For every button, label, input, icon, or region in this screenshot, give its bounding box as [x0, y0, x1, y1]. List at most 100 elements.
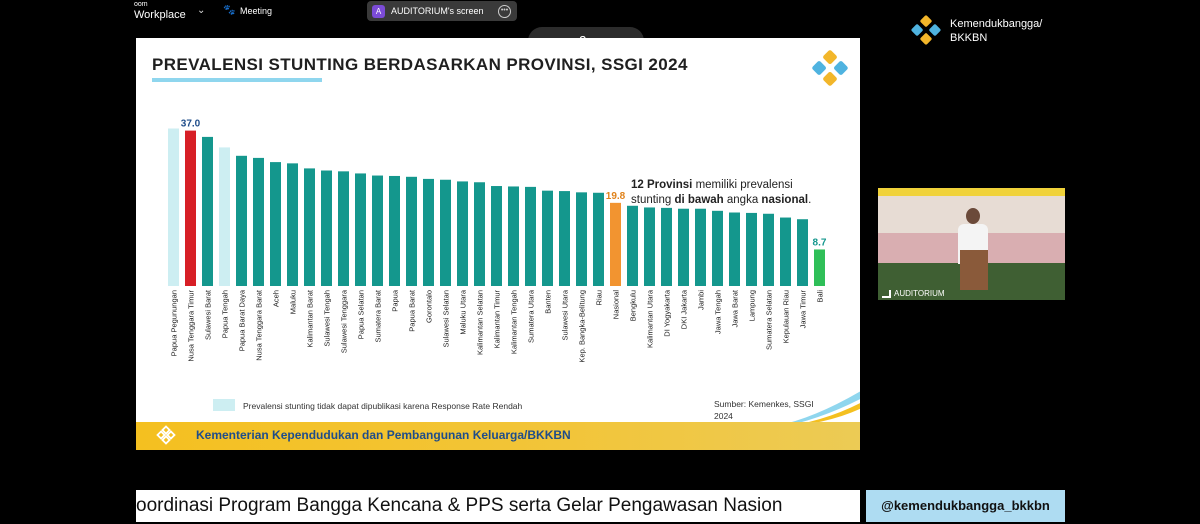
app-name-big: Workplace: [134, 9, 186, 21]
tick-label: Maluku Utara: [459, 289, 468, 334]
shared-screen-pill[interactable]: A AUDITORIUM's screen •••: [367, 1, 517, 21]
tick-label: Nasional: [612, 290, 621, 320]
tick-label: Kalimantan Barat: [306, 289, 315, 347]
bar-dki-jakarta: [678, 208, 689, 286]
meeting-menu[interactable]: 🐾 Meeting: [223, 5, 272, 16]
tick-label: Aceh: [272, 290, 281, 307]
bar-kep-bangka-belitung: [576, 192, 587, 286]
tick-label: Nusa Tenggara Timur: [187, 290, 196, 362]
bar-riau: [593, 192, 604, 286]
bar-banten: [542, 190, 553, 286]
bar-jambi: [695, 208, 706, 286]
video-tile-label: AUDITORIUM: [882, 289, 945, 298]
meeting-top-bar: [0, 0, 1200, 24]
bar-sumatera-utara: [525, 186, 536, 286]
bar-kalimantan-barat: [304, 168, 315, 286]
bar-lampung: [746, 212, 757, 286]
tick-label: Papua Selatan: [357, 290, 366, 339]
bar-sulawesi-selatan: [440, 179, 451, 286]
tick-label: Banten: [544, 290, 553, 314]
tick-label: Bali: [816, 290, 825, 303]
tick-label: Kalimantan Utara: [646, 289, 655, 348]
tick-label: DKI Jakarta: [680, 289, 689, 329]
bar-maluku-utara: [457, 181, 468, 286]
source-line-2: 2024: [714, 411, 733, 421]
app-name: oom Workplace: [134, 1, 186, 21]
bkkbn-logo-icon: [911, 15, 941, 45]
podium: [960, 250, 988, 290]
tick-label: Sulawesi Tengah: [323, 290, 332, 347]
bar-papua-pegunungan: [168, 128, 179, 286]
bar-kalimantan-tengah: [508, 186, 519, 286]
bar-sumatera-barat: [372, 175, 383, 286]
tick-label: Sumatera Utara: [527, 289, 536, 343]
participant-video-tile[interactable]: AUDITORIUM: [878, 188, 1065, 300]
data-label: 37.0: [181, 119, 201, 130]
stunting-bar-chart: Papua Pegunungan Nusa Tenggara Timur 37.0 S…: [168, 119, 827, 363]
annotation-bold-1: 12 Provinsi: [631, 179, 693, 191]
tick-label: Sulawesi Barat: [204, 289, 213, 340]
tick-label: Lampung: [748, 290, 757, 321]
paw-icon: 🐾: [223, 5, 236, 16]
signal-icon: [882, 289, 891, 298]
bar-papua-tengah: [219, 147, 230, 286]
bar-nusa-tenggara-timur: [185, 130, 196, 286]
shared-slide: Papua Pegunungan Nusa Tenggara Timur 37.0 S…: [136, 38, 860, 450]
tick-label: Kalimantan Timur: [493, 290, 502, 349]
legend-label: Prevalensi stunting tidak dapat dipublik…: [243, 401, 523, 411]
tick-label: Jawa Barat: [731, 289, 740, 327]
presenter-avatar: A: [372, 4, 385, 18]
news-ticker: oordinasi Program Bangga Kencana & PPS s…: [136, 490, 860, 522]
tick-label: Papua Pegunungan: [170, 290, 179, 356]
legend-swatch-unpublished: [213, 399, 235, 411]
annotation-text-2a: stunting: [631, 194, 675, 206]
bar-sulawesi-barat: [202, 136, 213, 286]
more-options-icon[interactable]: •••: [498, 4, 511, 18]
footer-logo-icon: [156, 425, 176, 445]
tick-label: Papua Barat Daya: [238, 289, 247, 351]
tick-label: Maluku: [289, 290, 298, 314]
slide-footer-text: Kementerian Kependudukan dan Pembangunan…: [196, 428, 571, 442]
chevron-down-icon[interactable]: ⌄: [197, 5, 206, 16]
tick-label: Jawa Tengah: [714, 290, 723, 334]
source-note: Sumber: Kemenkes, SSGI 2024: [714, 398, 814, 422]
tick-label: Nusa Tenggara Barat: [255, 289, 264, 361]
tick-label: Jawa Timur: [799, 289, 808, 328]
tick-label: Sulawesi Selatan: [442, 290, 451, 348]
annotation-text-1: memiliki prevalensi: [692, 179, 793, 191]
tick-label: Sumatera Barat: [374, 289, 383, 342]
tick-label: Papua Barat: [408, 289, 417, 332]
bar-papua-barat-daya: [236, 155, 247, 286]
bar-kepulauan-riau: [780, 217, 791, 286]
bar-kalimantan-timur: [491, 186, 502, 286]
tick-label: Kepulauan Riau: [782, 290, 791, 343]
tick-label: Kalimantan Selatan: [476, 290, 485, 355]
annotation-bold-2: di bawah: [674, 194, 724, 206]
tick-label: Riau: [595, 290, 604, 305]
speaker-head: [966, 208, 980, 224]
tick-label: Sulawesi Utara: [561, 289, 570, 340]
bar-papua-barat: [406, 176, 417, 286]
bar-sulawesi-tenggara: [338, 171, 349, 286]
tick-label: Papua Tengah: [221, 290, 230, 338]
bar-nusa-tenggara-barat: [253, 157, 264, 286]
data-label: 19.8: [606, 191, 626, 202]
source-line-1: Sumber: Kemenkes, SSGI: [714, 399, 814, 409]
data-label: 8.7: [813, 237, 827, 248]
bar-bali: [814, 249, 825, 286]
tick-label: Sulawesi Tenggara: [340, 289, 349, 353]
slide-footer-band: [136, 422, 860, 450]
tick-label: Jambi: [697, 290, 706, 310]
bar-sulawesi-tengah: [321, 170, 332, 286]
video-tile-name: AUDITORIUM: [894, 289, 945, 298]
chart-annotation: 12 Provinsi memiliki prevalensi stunting…: [631, 178, 811, 208]
bar-jawa-barat: [729, 212, 740, 286]
bar-bengkulu: [627, 205, 638, 286]
bar-sulawesi-utara: [559, 191, 570, 286]
slide-logo-icon: [812, 50, 848, 86]
brand-line-2: BKKBN: [950, 32, 988, 44]
tick-label: Gorontalo: [425, 290, 434, 323]
meeting-label: Meeting: [240, 5, 273, 16]
shared-screen-label: AUDITORIUM's screen: [391, 6, 484, 16]
tick-label: Papua: [391, 289, 400, 312]
